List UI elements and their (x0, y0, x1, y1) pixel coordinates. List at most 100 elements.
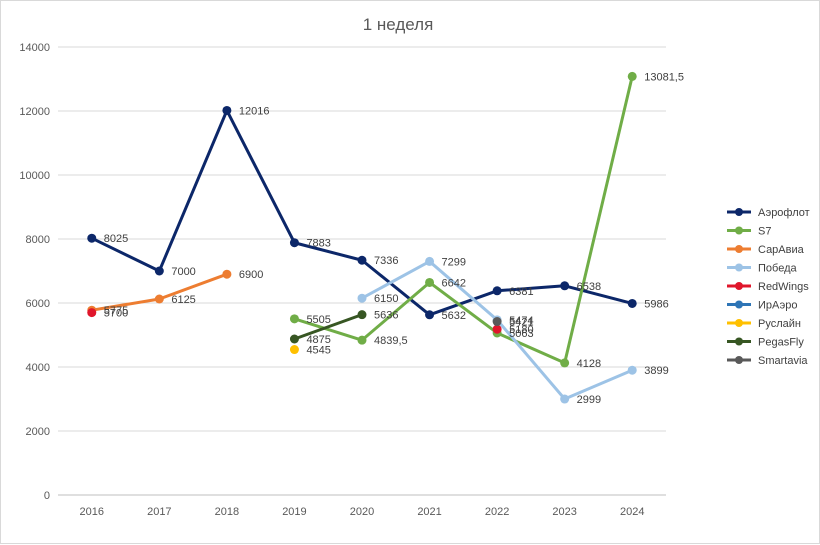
series-line (293, 313, 363, 341)
data-label: 5474 (509, 315, 533, 327)
data-point (560, 281, 570, 291)
legend-label: S7 (758, 226, 771, 238)
data-label: 5180 (509, 324, 533, 336)
legend-label: Smartavia (758, 355, 808, 367)
legend-marker (735, 337, 743, 346)
data-label: 8025 (104, 233, 128, 245)
legend-item: Победа (727, 263, 797, 275)
data-point (289, 345, 299, 355)
legend-label: Аэрофлот (758, 207, 810, 219)
data-label: 4875 (306, 334, 330, 346)
legend-label: Победа (758, 263, 797, 275)
data-label: 6642 (442, 277, 466, 289)
data-label: 6125 (171, 294, 195, 306)
data-point (560, 358, 570, 368)
legend-marker (735, 263, 743, 272)
data-label: 3899 (644, 365, 668, 377)
series-5 (87, 308, 502, 334)
data-label: 6538 (577, 281, 601, 293)
legend-marker (735, 319, 743, 327)
data-labels-layer: 8025 7000 12016 7883 7336 5632 6381 6538 5986 550… (104, 71, 684, 406)
x-tick-label: 2022 (485, 506, 509, 518)
data-point (357, 255, 367, 265)
x-axis: 2016 2017 2018 2019 2020 2021 2022 2023 2024 (80, 506, 645, 518)
data-point (425, 310, 435, 320)
data-point (425, 277, 435, 287)
legend-item: Руслайн (727, 318, 801, 330)
series-line (91, 108, 633, 317)
data-label: 4839,5 (374, 335, 408, 347)
data-label: 5636 (374, 310, 398, 322)
data-label: 5421 (509, 317, 533, 329)
data-point (357, 293, 367, 303)
y-axis: 0 2000 4000 6000 8000 10000 12000 14000 (19, 42, 50, 502)
data-point (492, 286, 502, 296)
data-label: 6150 (374, 293, 398, 305)
y-tick-label: 6000 (26, 298, 50, 310)
data-point (289, 314, 299, 324)
x-tick-label: 2021 (417, 506, 441, 518)
data-label: 13081,5 (644, 71, 684, 83)
chart-title: 1 неделя (363, 15, 434, 34)
legend-marker (735, 226, 743, 235)
x-tick-label: 2017 (147, 506, 171, 518)
legend-marker (735, 208, 743, 216)
data-point (289, 334, 299, 344)
x-tick-label: 2024 (620, 506, 644, 518)
data-label: 7299 (442, 256, 466, 268)
data-label: 7883 (306, 238, 330, 250)
data-label: 4545 (306, 345, 330, 357)
y-tick-label: 2000 (26, 426, 50, 438)
x-tick-label: 2023 (552, 506, 576, 518)
data-label: 5775 (104, 305, 128, 317)
data-point (154, 294, 164, 304)
series-8 (289, 310, 367, 344)
data-point (289, 238, 299, 248)
x-tick-label: 2020 (350, 506, 374, 518)
series-7 (289, 345, 299, 355)
legend: Аэрофлот S7 СарАвиа Победа RedWings ИрАэро Рус… (727, 207, 810, 367)
data-point (357, 335, 367, 345)
data-label: 6381 (509, 286, 533, 298)
legend-item: PegasFly (727, 337, 804, 349)
legend-item: Аэрофлот (727, 207, 810, 219)
legend-marker (735, 245, 743, 253)
data-label: 6900 (239, 269, 263, 281)
x-tick-label: 2018 (215, 506, 239, 518)
legend-item: S7 (727, 226, 771, 238)
legend-label: СарАвиа (758, 244, 805, 256)
series-layer (87, 71, 637, 404)
data-point (425, 256, 435, 266)
data-point (357, 310, 367, 320)
data-point (154, 266, 164, 276)
data-point (222, 105, 232, 115)
data-label: 7336 (374, 255, 398, 267)
y-tick-label: 4000 (26, 362, 50, 374)
y-tick-label: 10000 (19, 170, 50, 182)
legend-label: Руслайн (758, 318, 801, 330)
data-point (627, 71, 637, 81)
series-2 (289, 71, 637, 368)
x-tick-label: 2019 (282, 506, 306, 518)
legend-item: ИрАэро (727, 300, 797, 312)
legend-label: PegasFly (758, 337, 804, 349)
data-label: 5505 (306, 314, 330, 326)
y-tick-label: 0 (44, 490, 50, 502)
data-label: 5632 (442, 310, 466, 322)
data-point (87, 308, 97, 318)
series-9 (492, 317, 502, 327)
data-label: 4128 (577, 358, 601, 370)
legend-marker (735, 300, 743, 309)
data-point (627, 298, 637, 308)
data-label: 5700 (104, 308, 128, 320)
data-point (87, 233, 97, 243)
data-point (492, 317, 502, 327)
gridlines (58, 46, 666, 496)
data-point (627, 365, 637, 375)
data-point (222, 269, 232, 279)
y-tick-label: 12000 (19, 106, 50, 118)
data-label: 12016 (239, 105, 270, 117)
legend-marker (735, 282, 743, 290)
